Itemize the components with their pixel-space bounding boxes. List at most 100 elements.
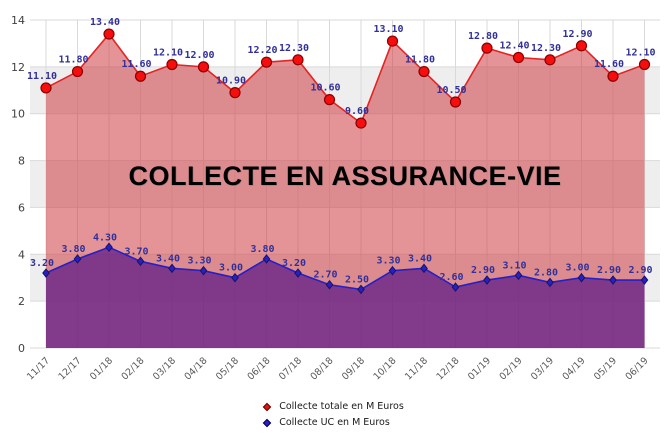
x-tick-label: 07/18 <box>277 355 304 382</box>
data-point <box>229 87 241 99</box>
legend: Collecte totale en M Euros Collecte UC e… <box>0 400 668 429</box>
data-point <box>638 58 651 71</box>
value-label: 11.80 <box>405 55 435 66</box>
data-point <box>512 51 525 64</box>
value-label: 12.10 <box>153 48 183 59</box>
x-tick-label: 03/19 <box>529 355 556 382</box>
y-axis-labels: 0 2 4 6 8 10 12 14 <box>11 14 25 355</box>
data-point <box>449 96 462 108</box>
x-tick-label: 03/18 <box>151 355 178 382</box>
data-point <box>388 265 397 276</box>
value-label: 10.90 <box>216 76 246 87</box>
value-label: 12.30 <box>279 43 309 54</box>
value-label: 2.90 <box>628 265 652 276</box>
data-point <box>609 275 617 285</box>
x-tick-label: 09/18 <box>340 355 367 382</box>
data-point <box>451 282 460 292</box>
value-label: 11.10 <box>27 71 57 82</box>
series-line <box>45 246 645 291</box>
value-label: 3.30 <box>376 256 400 267</box>
data-point <box>231 272 239 283</box>
legend-item-uc: Collecte UC en M Euros <box>262 416 404 429</box>
value-label: 10.50 <box>436 85 466 96</box>
y-tick-label: 14 <box>11 14 25 27</box>
data-point <box>199 265 208 276</box>
value-label: 2.50 <box>345 274 369 285</box>
data-point <box>71 65 84 78</box>
area-fill <box>46 247 645 348</box>
y-tick-label: 10 <box>11 108 25 121</box>
data-point <box>134 70 147 82</box>
value-label: 9.60 <box>345 106 369 117</box>
data-point <box>105 242 113 253</box>
data-point <box>546 277 554 288</box>
data-point <box>168 263 176 274</box>
data-point <box>262 254 271 264</box>
value-label: 3.00 <box>565 263 589 274</box>
x-tick-label: 02/19 <box>497 355 524 382</box>
data-point <box>166 58 178 71</box>
legend-label-total: Collecte totale en M Euros <box>279 401 404 412</box>
value-label: 3.40 <box>408 253 432 264</box>
value-label: 11.60 <box>121 59 151 70</box>
value-label: 13.10 <box>373 24 403 35</box>
labels-uc: 3.20 3.80 4.30 3.70 3.40 3.30 3.00 3.80 3.20 2.70… <box>30 232 653 285</box>
data-point <box>260 56 273 68</box>
data-point <box>325 279 334 290</box>
x-tick-label: 01/18 <box>88 355 115 382</box>
x-tick-label: 11/17 <box>25 355 52 382</box>
x-tick-label: 08/18 <box>308 355 335 382</box>
value-label: 3.40 <box>156 253 180 264</box>
data-point <box>292 54 304 66</box>
data-point <box>577 272 586 283</box>
x-tick-label: 05/18 <box>214 355 241 382</box>
value-label: 12.10 <box>625 48 655 59</box>
y-tick-label: 4 <box>18 248 25 261</box>
markers-total <box>40 28 651 129</box>
data-point <box>355 117 367 129</box>
data-point <box>103 28 115 40</box>
chart-title: COLLECTE EN ASSURANCE-VIE <box>128 161 562 191</box>
legend-item-total: Collecte totale en M Euros <box>262 400 404 413</box>
x-tick-label: 12/17 <box>56 355 83 382</box>
data-point <box>575 40 588 52</box>
data-point <box>544 54 556 66</box>
data-point <box>357 284 365 295</box>
data-point <box>323 94 336 106</box>
x-tick-label: 04/19 <box>560 355 587 382</box>
diamond-icon <box>262 402 272 411</box>
data-point <box>73 254 82 264</box>
value-label: 13.40 <box>90 17 120 28</box>
data-point <box>607 70 619 82</box>
x-tick-label: 12/18 <box>434 355 461 382</box>
y-tick-label: 2 <box>18 295 25 308</box>
data-point <box>483 275 491 285</box>
data-point <box>640 275 649 285</box>
value-label: 2.70 <box>313 270 337 281</box>
value-label: 3.80 <box>61 244 85 255</box>
x-tick-label: 10/18 <box>371 355 398 382</box>
value-label: 4.30 <box>93 232 117 243</box>
value-label: 12.40 <box>499 40 529 51</box>
value-label: 3.10 <box>502 260 526 271</box>
x-tick-label: 11/18 <box>403 355 430 382</box>
value-label: 12.90 <box>562 29 592 40</box>
data-point <box>197 61 210 73</box>
diamond-icon <box>262 418 272 427</box>
x-tick-label: 06/19 <box>623 355 650 382</box>
data-point <box>420 263 428 274</box>
value-label: 3.30 <box>187 256 211 267</box>
data-point <box>40 82 52 94</box>
value-label: 12.30 <box>531 43 561 54</box>
value-label: 2.60 <box>439 272 463 283</box>
y-tick-label: 12 <box>11 61 25 74</box>
y-tick-label: 0 <box>18 342 25 355</box>
value-label: 12.20 <box>247 45 277 56</box>
legend-label-uc: Collecte UC en M Euros <box>279 417 390 428</box>
data-point <box>418 65 430 78</box>
data-point <box>136 256 145 267</box>
data-point <box>481 42 493 54</box>
data-point <box>514 270 523 281</box>
x-tick-label: 02/18 <box>119 355 146 382</box>
